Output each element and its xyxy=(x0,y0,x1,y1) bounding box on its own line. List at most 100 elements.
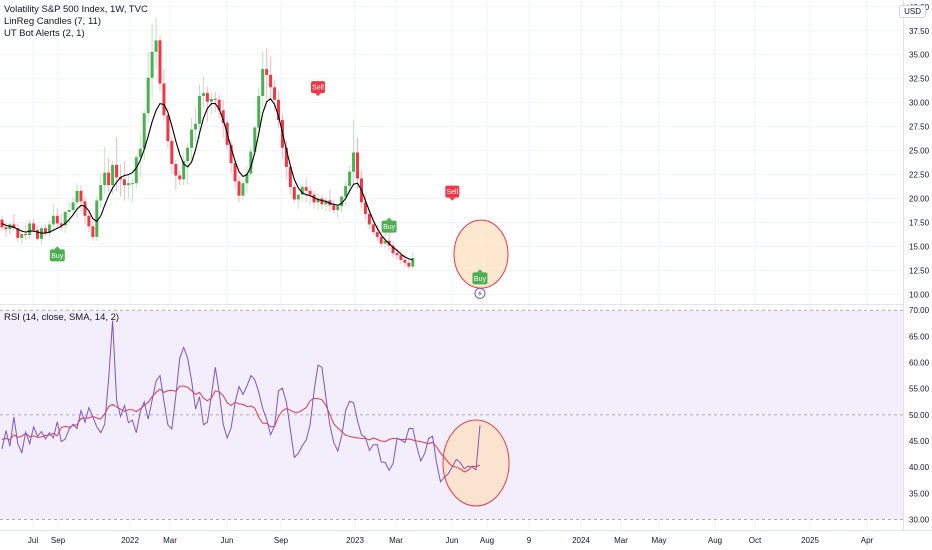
buy-signal-pointer xyxy=(54,246,61,250)
candle-body xyxy=(241,183,245,196)
candle-body xyxy=(170,141,174,165)
candle-body xyxy=(292,187,296,200)
time-tick-label: Jun xyxy=(221,536,234,545)
candle-body xyxy=(391,245,395,254)
candle-body xyxy=(411,257,415,267)
sell-signal xyxy=(445,185,460,198)
indicator-utbot-legend[interactable]: UT Bot Alerts (2, 1) xyxy=(4,28,85,39)
buy-signal-label: Buy xyxy=(474,276,487,283)
time-tick-label: Oct xyxy=(749,536,762,545)
sell-signal-pointer xyxy=(449,197,456,201)
candle-body xyxy=(138,148,142,158)
candle-body xyxy=(47,224,51,234)
price-tick-label: 25.00 xyxy=(909,147,930,156)
rsi-tick-label: 30.00 xyxy=(909,516,930,525)
candle-body xyxy=(284,147,288,167)
currency-label[interactable]: USD xyxy=(899,5,926,18)
time-tick-label: 2023 xyxy=(346,536,364,545)
candle-body xyxy=(237,181,241,196)
candle-body xyxy=(4,227,8,230)
candle-body xyxy=(190,129,194,148)
candle-body xyxy=(379,236,383,244)
time-tick-label: 2022 xyxy=(121,536,139,545)
buy-signal xyxy=(472,272,488,285)
candle-body xyxy=(182,161,186,180)
candle-body xyxy=(115,164,119,178)
indicator-linreg-legend[interactable]: LinReg Candles (7, 11) xyxy=(4,16,101,27)
candle-body xyxy=(265,69,269,75)
candle-body xyxy=(103,172,107,186)
candle-body xyxy=(320,198,324,205)
candle-body xyxy=(63,211,67,226)
candle-body xyxy=(95,200,99,237)
price-tick-label: 17.50 xyxy=(909,219,930,228)
candle-body xyxy=(273,87,277,100)
candle-body xyxy=(122,179,126,186)
candle-body xyxy=(217,99,221,111)
candle-body xyxy=(194,123,198,130)
buy-signal xyxy=(381,220,397,233)
price-tick-label: 35.00 xyxy=(909,51,930,60)
candle-body xyxy=(75,190,79,203)
candle-body xyxy=(134,157,138,184)
candle-body xyxy=(288,166,292,188)
candle-body xyxy=(150,51,154,78)
time-tick-label: Mar xyxy=(389,536,403,545)
candle-body xyxy=(99,185,103,201)
candle-body xyxy=(12,224,16,229)
sell-signal-label: Sell xyxy=(312,85,324,92)
buy-signal-pointer xyxy=(476,269,483,273)
candle-body xyxy=(395,253,399,256)
price-tick-label: 20.00 xyxy=(909,195,930,204)
candle-body xyxy=(87,215,91,227)
candle-body xyxy=(91,226,95,237)
candle-body xyxy=(253,127,257,152)
candle-body xyxy=(308,190,312,195)
candle-body xyxy=(111,164,115,186)
rsi-axis[interactable]: 70.00 65.00 60.00 55.00 50.00 45.00 40.00 35.00… xyxy=(909,306,930,524)
time-axis[interactable]: Jul Sep 2022 Mar Jun Sep 2023 Mar Jun Aug 9 2024 Mar… xyxy=(28,536,874,545)
alert-icon[interactable] xyxy=(474,287,486,299)
time-tick-label: 9 xyxy=(527,536,532,545)
candle-body xyxy=(20,234,24,238)
time-tick-label: Mar xyxy=(163,536,177,545)
price-tick-label: 22.50 xyxy=(909,171,930,180)
candle-body xyxy=(300,187,304,195)
candle-body xyxy=(59,223,63,226)
candle-body xyxy=(367,213,371,225)
candle-body xyxy=(130,183,134,185)
price-tick-label: 32.50 xyxy=(909,75,930,84)
candle-body xyxy=(356,152,359,179)
candle-body xyxy=(312,194,316,203)
candle-body xyxy=(146,77,150,114)
moving-average-line xyxy=(1,98,413,261)
buy-signal-label: Buy xyxy=(383,224,396,231)
time-tick-label: 2024 xyxy=(572,536,590,545)
price-tick-label: 30.00 xyxy=(909,99,930,108)
rsi-guide-lines xyxy=(0,309,903,520)
buy-signal-label: Buy xyxy=(51,253,64,260)
rsi-tick-label: 60.00 xyxy=(909,359,930,368)
candle-body xyxy=(249,151,253,174)
candle-body xyxy=(166,115,170,142)
candle-body xyxy=(304,187,308,191)
indicator-rsi-legend[interactable]: RSI (14, close, SMA, 14, 2) xyxy=(4,312,120,323)
candle-body xyxy=(178,175,182,180)
time-tick-label: Jul xyxy=(28,536,38,545)
price-axis[interactable]: 40.0037.5035.0032.5030.0027.5025.0022.50… xyxy=(909,3,930,300)
sell-signal-label: Sell xyxy=(446,189,458,196)
candle-body xyxy=(119,177,122,180)
sell-signal-pointer xyxy=(315,93,321,97)
time-tick-label: Jun xyxy=(446,536,459,545)
candle-body xyxy=(43,228,47,234)
rsi-tick-label: 50.00 xyxy=(909,411,930,420)
time-tick-label: Aug xyxy=(480,536,494,545)
candle-body xyxy=(407,262,411,267)
candle-body xyxy=(205,93,209,102)
candle-body xyxy=(79,190,83,202)
candle-body xyxy=(83,201,87,216)
candle-body xyxy=(352,152,356,172)
rsi-tick-label: 35.00 xyxy=(909,489,930,498)
candle-body xyxy=(340,196,344,207)
